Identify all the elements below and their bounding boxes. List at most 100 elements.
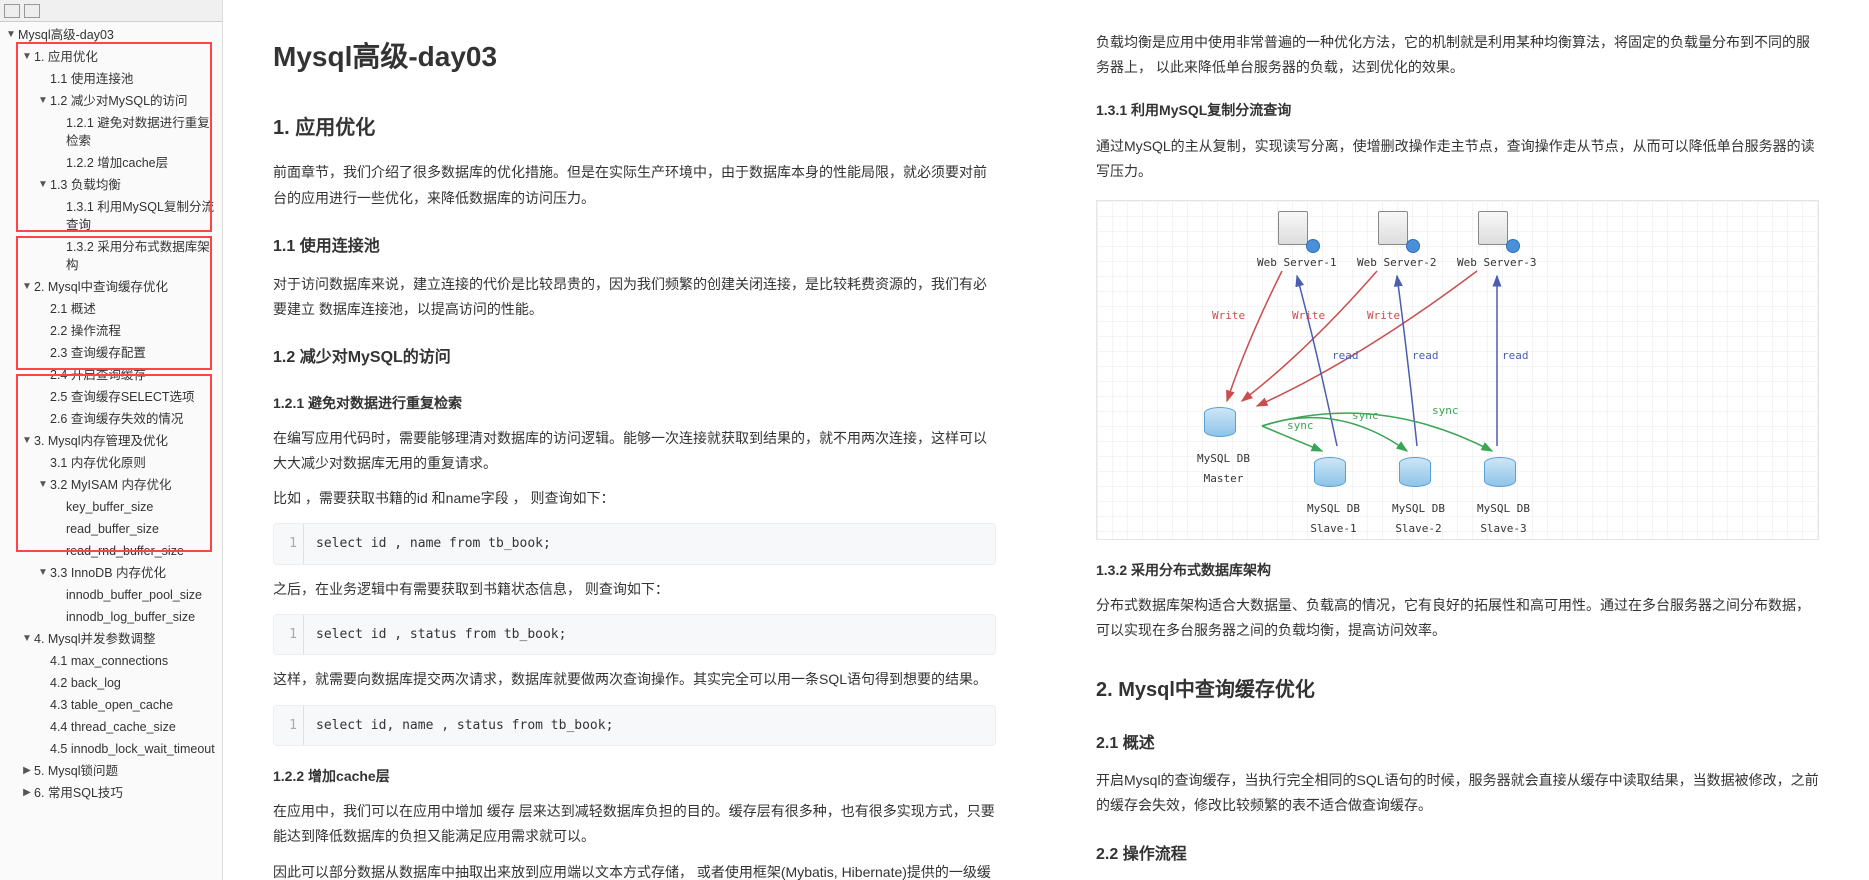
chevron-icon: ▼ — [20, 630, 34, 648]
tree-root-label: Mysql高级-day03 — [18, 26, 218, 44]
tree-item[interactable]: ▼1.3 负载均衡 — [0, 174, 222, 196]
chevron-icon: ▼ — [20, 48, 34, 66]
code-block: 1select id , status from tb_book; — [273, 614, 996, 655]
tree-item[interactable]: ▼4. Mysql并发参数调整 — [0, 628, 222, 650]
tree-item[interactable]: 4.3 table_open_cache — [0, 694, 222, 716]
tree-item-label: 4.3 table_open_cache — [50, 696, 218, 714]
chevron-icon: ▼ — [20, 278, 34, 296]
chevron-icon: ▼ — [36, 92, 50, 110]
tree-item-label: 3.1 内存优化原则 — [50, 454, 218, 472]
paragraph: 前面章节，我们介绍了很多数据库的优化措施。但是在实际生产环境中，由于数据库本身的… — [273, 160, 996, 210]
tree-item[interactable]: 4.2 back_log — [0, 672, 222, 694]
replication-diagram: Web Server-1 Web Server-2 Web Server-3 M… — [1096, 200, 1819, 540]
tree-item-label: key_buffer_size — [66, 498, 218, 516]
tree-item-label: innodb_buffer_pool_size — [66, 586, 218, 604]
paragraph: 这样，就需要向数据库提交两次请求，数据库就要做两次查询操作。其实完全可以用一条S… — [273, 667, 996, 692]
paragraph: 在编写应用代码时，需要能够理清对数据库的访问逻辑。能够一次连接就获取到结果的，就… — [273, 426, 996, 476]
tree-item-label: 2.2 操作流程 — [50, 322, 218, 340]
tree-item[interactable]: 1.2.1 避免对数据进行重复检索 — [0, 112, 222, 152]
tree-item[interactable]: 1.1 使用连接池 — [0, 68, 222, 90]
tree-item[interactable]: 2.2 操作流程 — [0, 320, 222, 342]
write-label: Write — [1212, 306, 1245, 326]
tree-item[interactable]: ▼3.2 MyISAM 内存优化 — [0, 474, 222, 496]
tree-item[interactable]: 2.3 查询缓存配置 — [0, 342, 222, 364]
tree-item-label: 4.4 thread_cache_size — [50, 718, 218, 736]
tool-icon-1[interactable] — [4, 4, 20, 18]
db-slave-node: MySQL DB Slave-2 — [1392, 451, 1445, 539]
tree-item-label: 2. Mysql中查询缓存优化 — [34, 278, 218, 296]
code-block: 1select id, name , status from tb_book; — [273, 705, 996, 746]
tree-item[interactable]: 1.3.2 采用分布式数据库架构 — [0, 236, 222, 276]
heading-1: 1. 应用优化 — [273, 110, 996, 146]
line-number: 1 — [274, 615, 304, 654]
tree-item-label: 4.1 max_connections — [50, 652, 218, 670]
tree-item[interactable]: read_rnd_buffer_size — [0, 540, 222, 562]
heading-1-2-1: 1.2.1 避免对数据进行重复检索 — [273, 391, 996, 416]
tree-item-label: 2.3 查询缓存配置 — [50, 344, 218, 362]
web-server-node: Web Server-3 — [1457, 211, 1536, 273]
outline-tree: ▼ Mysql高级-day03 ▼1. 应用优化1.1 使用连接池▼1.2 减少… — [0, 22, 222, 806]
write-label: Write — [1367, 306, 1400, 326]
tree-item[interactable]: ▼1.2 减少对MySQL的访问 — [0, 90, 222, 112]
tree-item-label: 2.6 查询缓存失效的情况 — [50, 410, 218, 428]
tree-item-label: 5. Mysql锁问题 — [34, 762, 218, 780]
paragraph: 分布式数据库架构适合大数据量、负载高的情况，它有良好的拓展性和高可用性。通过在多… — [1096, 593, 1819, 643]
sync-label: sync — [1352, 406, 1379, 426]
tree-item-label: read_buffer_size — [66, 520, 218, 538]
tree-item[interactable]: 4.4 thread_cache_size — [0, 716, 222, 738]
sidebar-toolbar — [0, 0, 222, 22]
tree-item[interactable]: 3.1 内存优化原则 — [0, 452, 222, 474]
db-master-node: MySQL DB Master — [1197, 401, 1250, 489]
db-slave-node: MySQL DB Slave-1 — [1307, 451, 1360, 539]
line-number: 1 — [274, 706, 304, 745]
tree-item-label: 6. 常用SQL技巧 — [34, 784, 218, 802]
tree-item[interactable]: ▼2. Mysql中查询缓存优化 — [0, 276, 222, 298]
read-label: read — [1502, 346, 1529, 366]
db-slave-node: MySQL DB Slave-3 — [1477, 451, 1530, 539]
tree-item-label: 4.2 back_log — [50, 674, 218, 692]
tree-item[interactable]: innodb_log_buffer_size — [0, 606, 222, 628]
tree-item-label: 1.3 负载均衡 — [50, 176, 218, 194]
content-column-left: Mysql高级-day03 1. 应用优化 前面章节，我们介绍了很多数据库的优化… — [223, 0, 1046, 880]
paragraph: 通过MySQL的主从复制，实现读写分离，使增删改操作走主节点，查询操作走从节点，… — [1096, 134, 1819, 184]
read-label: read — [1412, 346, 1439, 366]
tree-item-label: 2.1 概述 — [50, 300, 218, 318]
tree-item[interactable]: 2.5 查询缓存SELECT选项 — [0, 386, 222, 408]
paragraph: 之后，在业务逻辑中有需要获取到书籍状态信息， 则查询如下： — [273, 577, 996, 602]
tool-icon-2[interactable] — [24, 4, 40, 18]
tree-item[interactable]: 2.4 开启查询缓存 — [0, 364, 222, 386]
heading-1-2: 1.2 减少对MySQL的访问 — [273, 344, 996, 373]
tree-item[interactable]: ▼3.3 InnoDB 内存优化 — [0, 562, 222, 584]
tree-item[interactable]: key_buffer_size — [0, 496, 222, 518]
tree-item[interactable]: 2.1 概述 — [0, 298, 222, 320]
tree-item[interactable]: ▶6. 常用SQL技巧 — [0, 782, 222, 804]
chevron-down-icon: ▼ — [4, 26, 18, 44]
chevron-icon: ▼ — [36, 176, 50, 194]
paragraph: 开启Mysql的查询缓存，当执行完全相同的SQL语句的时候，服务器就会直接从缓存… — [1096, 768, 1819, 818]
tree-item[interactable]: ▼3. Mysql内存管理及优化 — [0, 430, 222, 452]
paragraph: 负载均衡是应用中使用非常普遍的一种优化方法，它的机制就是利用某种均衡算法，将固定… — [1096, 30, 1819, 80]
heading-2: 2. Mysql中查询缓存优化 — [1096, 672, 1819, 708]
tree-item[interactable]: read_buffer_size — [0, 518, 222, 540]
tree-item-label: 1.1 使用连接池 — [50, 70, 218, 88]
tree-item[interactable]: 4.5 innodb_lock_wait_timeout — [0, 738, 222, 760]
tree-item-label: 1.2 减少对MySQL的访问 — [50, 92, 218, 110]
content-area: Mysql高级-day03 1. 应用优化 前面章节，我们介绍了很多数据库的优化… — [223, 0, 1869, 880]
tree-item[interactable]: 1.3.1 利用MySQL复制分流查询 — [0, 196, 222, 236]
tree-item[interactable]: 1.2.2 增加cache层 — [0, 152, 222, 174]
chevron-icon: ▶ — [20, 762, 34, 780]
tree-item[interactable]: ▼1. 应用优化 — [0, 46, 222, 68]
tree-item[interactable]: ▶5. Mysql锁问题 — [0, 760, 222, 782]
chevron-icon: ▼ — [20, 432, 34, 450]
tree-item[interactable]: innodb_buffer_pool_size — [0, 584, 222, 606]
tree-item-label: 3. Mysql内存管理及优化 — [34, 432, 218, 450]
line-number: 1 — [274, 524, 304, 563]
tree-root[interactable]: ▼ Mysql高级-day03 — [0, 24, 222, 46]
tree-item[interactable]: 2.6 查询缓存失效的情况 — [0, 408, 222, 430]
code-block: 1select id , name from tb_book; — [273, 523, 996, 564]
page-title: Mysql高级-day03 — [273, 32, 996, 82]
tree-item[interactable]: 4.1 max_connections — [0, 650, 222, 672]
tree-item-label: 2.4 开启查询缓存 — [50, 366, 218, 384]
tree-item-label: 1.2.2 增加cache层 — [66, 154, 218, 172]
sync-label: sync — [1432, 401, 1459, 421]
